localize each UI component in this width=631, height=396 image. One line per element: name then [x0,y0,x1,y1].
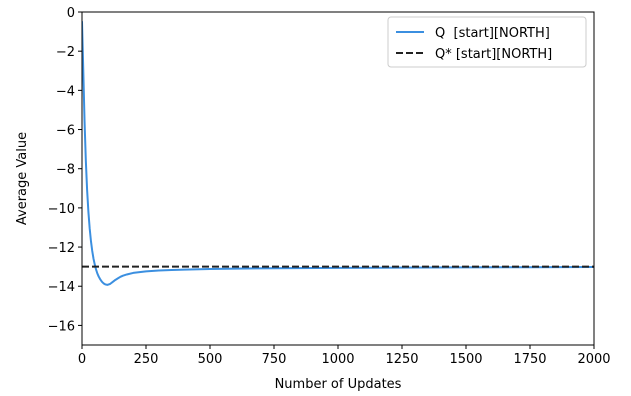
y-tick-label: −8 [56,163,75,178]
y-tick-label: −16 [48,319,75,334]
legend-label: Q [start][NORTH] [435,26,550,41]
legend-box [387,16,587,68]
y-tick-label: −2 [56,45,75,60]
x-tick-label: 750 [262,352,287,367]
x-axis-label: Number of Updates [275,377,402,392]
y-tick-label: −6 [56,124,75,139]
x-tick-label: 1750 [513,352,546,367]
series-line-q [82,20,594,286]
x-tick-label: 1000 [321,352,354,367]
x-tick-label: 2000 [577,352,610,367]
y-tick-label: −4 [56,84,75,99]
legend: Q [start][NORTH] Q* [start][NORTH] [387,16,587,68]
x-tick-label: 0 [78,352,86,367]
x-tick-label: 1500 [449,352,482,367]
y-tick-label: −12 [48,241,75,256]
y-tick-label: −14 [48,280,75,295]
y-tick-label: 0 [67,6,75,21]
x-tick-label: 500 [198,352,223,367]
y-axis-label: Average Value [15,132,30,225]
axes: 0 250 500 750 1000 1250 1500 1750 2000 0 −2 −4 −6 −8 −… [15,6,611,392]
x-tick-label: 250 [134,352,159,367]
y-tick-label: −10 [48,202,75,217]
plot-area [82,20,594,286]
x-tick-label: 1250 [385,352,418,367]
legend-label: Q* [start][NORTH] [435,47,552,62]
